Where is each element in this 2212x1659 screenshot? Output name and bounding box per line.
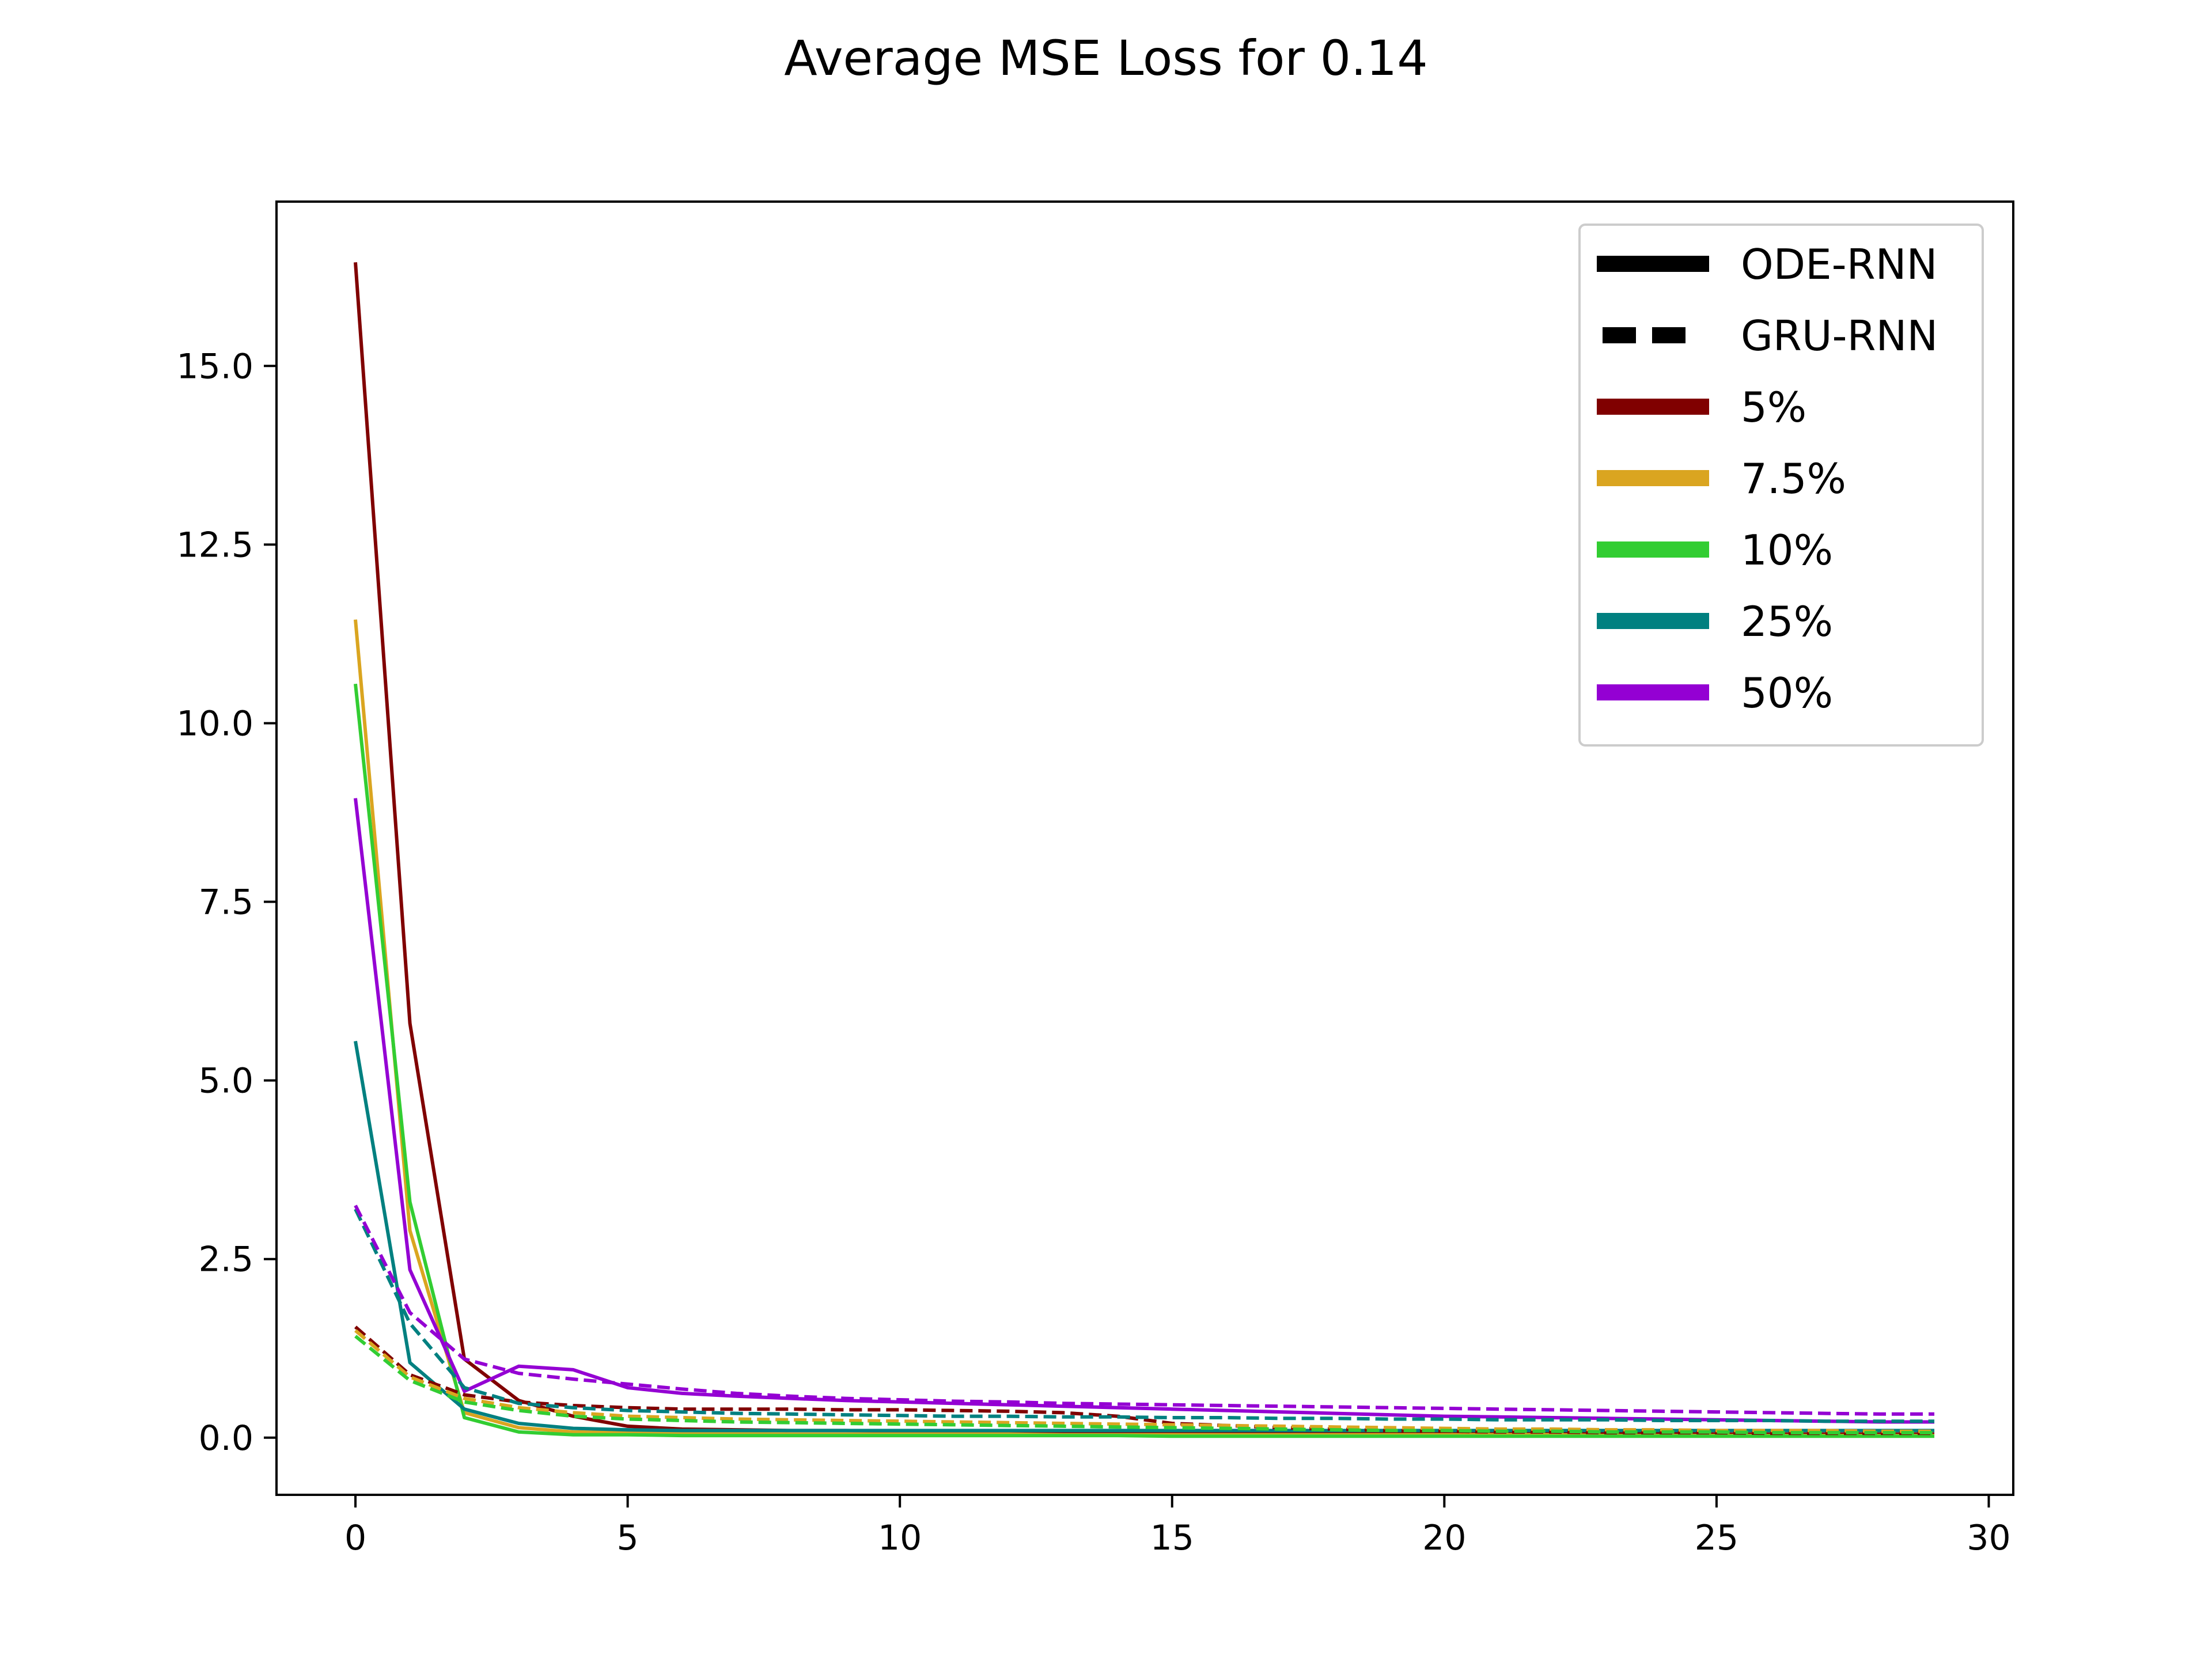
- series-line-ode-rnn-10pct: [354, 683, 1934, 1438]
- legend-label-50pct: 50%: [1741, 669, 1833, 717]
- y-tick-label: 2.5: [199, 1240, 253, 1280]
- plot-lines: [354, 262, 1934, 1438]
- legend-label-10pct: 10%: [1741, 526, 1833, 574]
- x-tick-label: 15: [1150, 1518, 1194, 1558]
- legend-label-25pct: 25%: [1741, 597, 1833, 646]
- legend-label-5pct: 5%: [1741, 383, 1806, 431]
- legend-label-ode-rnn: ODE-RNN: [1741, 240, 1937, 289]
- series-line-gru-rnn-50pct: [354, 1205, 1934, 1416]
- y-tick-label: 10.0: [176, 703, 253, 744]
- series-line-gru-rnn-7-5pct: [354, 1329, 1934, 1433]
- series-line-gru-rnn-25pct: [354, 1208, 1934, 1423]
- chart-title: Average MSE Loss for 0.14: [784, 30, 1427, 86]
- y-axis: 0.0 2.5 5.0 7.5 10.0 12.5 15.0: [176, 346, 276, 1459]
- x-tick-label: 25: [1695, 1518, 1738, 1558]
- y-tick-label: 0.0: [199, 1418, 253, 1459]
- series-line-gru-rnn-10pct: [354, 1335, 1934, 1435]
- x-tick-label: 20: [1422, 1518, 1466, 1558]
- y-tick-label: 12.5: [176, 525, 253, 565]
- legend: ODE-RNN GRU-RNN 5% 7.5% 10% 25% 50%: [1578, 224, 1984, 747]
- y-tick-label: 5.0: [199, 1061, 253, 1101]
- x-axis: 0 5 10 15 20 25 30: [344, 1495, 2011, 1558]
- legend-label-7-5pct: 7.5%: [1741, 454, 1846, 503]
- x-tick-label: 30: [1967, 1518, 2010, 1558]
- plot-frame: [275, 200, 2014, 1496]
- legend-label-gru-rnn: GRU-RNN: [1741, 312, 1938, 360]
- y-tick-label: 15.0: [176, 346, 253, 387]
- y-tick-label: 7.5: [199, 882, 253, 923]
- x-tick-label: 0: [344, 1518, 366, 1558]
- x-tick-label: 5: [617, 1518, 639, 1558]
- x-tick-label: 10: [878, 1518, 922, 1558]
